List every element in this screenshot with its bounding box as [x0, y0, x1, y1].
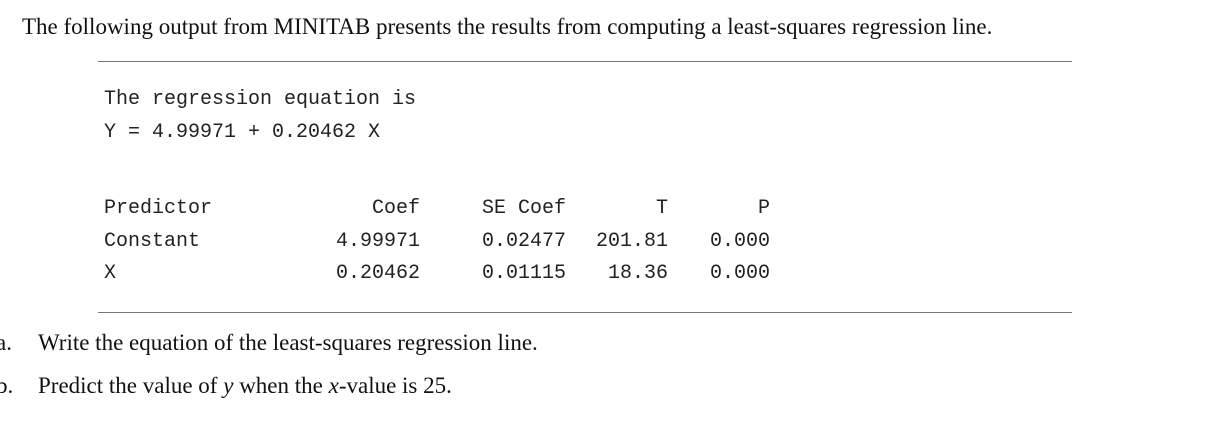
question-part: y	[223, 373, 234, 398]
table-header-cell: T	[655, 197, 668, 220]
question-part: Predict the value of	[38, 373, 224, 398]
bottom-rule	[98, 312, 1072, 313]
table-cell: 0.000	[709, 262, 770, 285]
table-cell: 0.02477	[481, 230, 566, 253]
table-header-cell: P	[757, 197, 770, 220]
question-part: x	[328, 373, 339, 398]
output-heading: The regression equation is	[104, 88, 417, 111]
table-cell: 4.99971	[335, 230, 420, 253]
top-rule	[98, 61, 1072, 62]
question-part: -value is 25.	[338, 373, 452, 398]
table-cell: 201.81	[595, 230, 668, 253]
table-cell: Constant	[104, 230, 201, 253]
table-header-cell: Coef	[371, 197, 420, 220]
output-equation: Y = 4.99971 + 0.20462 X	[104, 121, 381, 144]
question-part: Write the equation of the least-squares …	[38, 330, 538, 355]
question-text: Write the equation of the least-squares …	[38, 330, 538, 356]
question-part: when the	[233, 373, 329, 398]
table-cell: 18.36	[607, 262, 668, 285]
table-cell: 0.01115	[481, 262, 566, 285]
question-label: a.	[0, 330, 12, 355]
question-text: Predict the value of y when the x-value …	[38, 373, 452, 399]
table-header-cell: Predictor	[104, 197, 213, 220]
table-cell: 0.20462	[335, 262, 420, 285]
table-header-cell: SE Coef	[481, 197, 566, 220]
table-cell: X	[104, 262, 117, 285]
intro-text: The following output from MINITAB presen…	[22, 14, 993, 39]
question-label: b.	[0, 373, 14, 398]
table-cell: 0.000	[709, 230, 770, 253]
